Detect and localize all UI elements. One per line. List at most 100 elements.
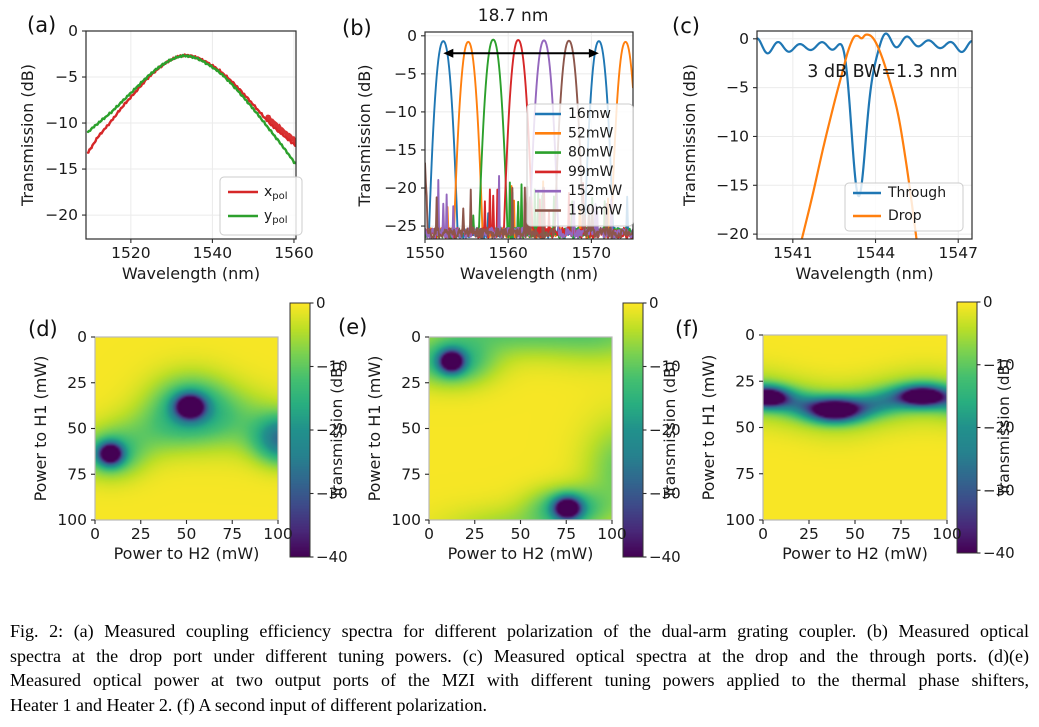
y-axis-label: Power to H1 (mW) <box>365 356 384 502</box>
heatmap-image-e <box>429 337 612 520</box>
y-axis-label: Power to H1 (mW) <box>699 355 718 501</box>
y-axis-label: Transmission (dB) <box>680 64 699 207</box>
colorbar-tick-label: −10 <box>316 358 348 376</box>
x-axis-tick-label: 50 <box>511 525 531 543</box>
x-axis-tick-label: 1540 <box>193 244 232 262</box>
panel-label-f: (f) <box>675 317 699 341</box>
series-group <box>425 38 633 239</box>
legend-label: 190mW <box>568 203 622 219</box>
series-line-190mW <box>425 39 633 239</box>
y-axis-tick-label: 100 <box>725 511 755 529</box>
legend-label: 99mW <box>568 164 613 180</box>
y-axis-tick-label: 0 <box>77 328 87 346</box>
y-axis-tick-label: 0 <box>68 22 78 40</box>
y-axis-tick-label: −10 <box>716 127 749 145</box>
x-axis-label: Power to H2 (mW) <box>448 544 594 563</box>
series-group <box>757 32 972 239</box>
panel-e: (e) 0 25 50 75 100 0 25 50 75 100 Power to H2 (mW)… <box>334 290 684 590</box>
colorbar-label: Transmission (dB) <box>995 359 1013 498</box>
legend-box <box>844 182 964 232</box>
colorbar-tick-label: −40 <box>316 548 348 566</box>
heatmap-border <box>762 334 948 521</box>
x-axis-label: Wavelength (nm) <box>795 264 933 283</box>
y-axis-tick-label: 0 <box>745 326 755 344</box>
x-axis-label: Power to H2 (mW) <box>782 544 928 563</box>
y-axis-tick-label: 75 <box>401 465 421 483</box>
y-axis-tick-label: −10 <box>384 103 417 121</box>
axis-ticks <box>753 38 959 243</box>
y-axis-tick-label: 50 <box>401 420 421 438</box>
x-axis-tick-label: 1560 <box>488 244 527 262</box>
caption-line-2: spectra at the drop port under different… <box>10 645 1029 666</box>
y-axis-tick-label: −5 <box>394 65 417 83</box>
panel-label-d: (d) <box>28 317 58 341</box>
y-axis-tick-label: −20 <box>384 179 417 197</box>
colorbar-tick-label: 0 <box>983 293 993 311</box>
colorbar-tick-label: −30 <box>983 481 1015 499</box>
x-axis-tick-label: 100 <box>263 525 293 543</box>
x-axis-tick-label: 75 <box>222 525 242 543</box>
y-axis-label: Transmission (dB) <box>355 64 374 207</box>
x-axis-tick-label: 50 <box>845 525 865 543</box>
panel-label-c: (c) <box>672 14 700 38</box>
series-line-Drop <box>800 33 918 239</box>
x-axis-label: Wavelength (nm) <box>122 264 260 283</box>
bandwidth-annotation: 3 dB BW=1.3 nm <box>807 62 957 82</box>
y-axis-tick-label: 0 <box>411 328 421 346</box>
legend-box <box>219 176 303 236</box>
colorbar-tick-label: 0 <box>316 294 326 312</box>
colorbar-border <box>956 301 978 554</box>
heatmap-image-d <box>95 337 278 520</box>
y-axis-tick-label: 25 <box>67 374 87 392</box>
colorbar-border <box>289 302 311 558</box>
colorbar-tick-label: 0 <box>649 294 659 312</box>
y-axis-tick-label: 100 <box>57 511 87 529</box>
x-axis-tick-label: 1570 <box>572 244 611 262</box>
y-axis-tick-label: −20 <box>716 225 749 243</box>
series-line-Through <box>757 32 972 198</box>
y-axis-tick-label: −15 <box>716 176 749 194</box>
legend-label: 16mw <box>568 106 611 122</box>
x-axis-tick-label: 25 <box>131 525 151 543</box>
colorbar-gradient-d <box>290 303 310 557</box>
legend-label: xpol <box>264 184 288 202</box>
colorbar-tick-label: −40 <box>983 544 1015 562</box>
colorbar-gradient-e <box>623 303 643 557</box>
legend-label: 80mW <box>568 145 613 161</box>
y-axis-tick-label: 100 <box>391 511 421 529</box>
y-axis-tick-label: −10 <box>45 114 78 132</box>
colorbar-tick-label: −10 <box>649 358 681 376</box>
x-axis-tick-label: 0 <box>424 525 434 543</box>
x-axis-tick-label: 1547 <box>938 244 977 262</box>
y-axis-tick-label: 25 <box>735 372 755 390</box>
y-axis-tick-label: 0 <box>739 30 749 48</box>
colorbar-label: Transmission (dB) <box>661 361 679 500</box>
y-axis-tick-label: −15 <box>384 141 417 159</box>
colorbar-border <box>622 302 644 558</box>
heatmap-image-f <box>763 335 947 520</box>
legend-label: 52mW <box>568 125 613 141</box>
y-axis-label: Power to H1 (mW) <box>31 356 50 502</box>
colorbar-label: Transmission (dB) <box>328 361 346 500</box>
x-axis-tick-label: 1560 <box>274 244 313 262</box>
colorbar-tick-label: −20 <box>316 421 348 439</box>
caption-line-3: Measured optical power at two output por… <box>10 670 1029 690</box>
x-axis-label: Power to H2 (mW) <box>114 544 260 563</box>
y-axis-label: Transmission (dB) <box>18 64 37 207</box>
x-axis-tick-label: 1520 <box>111 244 150 262</box>
x-axis-tick-label: 0 <box>758 525 768 543</box>
colorbar-gradient-f <box>957 302 977 553</box>
fsr-annotation: 18.7 nm <box>478 6 549 26</box>
caption-line-4: Heater 1 and Heater 2. (f) A second inpu… <box>10 694 487 715</box>
y-axis-tick-label: −15 <box>45 160 78 178</box>
plot-b: 1550 1560 1570 0 −5 −10 −15 −20 −25 Wavelength (n… <box>355 6 634 283</box>
series-line-y_pol <box>86 53 296 165</box>
panel-c: (c) 1541 1544 1547 0 −5 −10 −15 −20 Wavelength (… <box>660 0 1039 290</box>
y-axis-tick-label: −5 <box>726 79 749 97</box>
x-axis-label: Wavelength (nm) <box>460 264 598 283</box>
x-axis-tick-label: 25 <box>799 525 819 543</box>
x-axis-tick-label: 50 <box>177 525 197 543</box>
